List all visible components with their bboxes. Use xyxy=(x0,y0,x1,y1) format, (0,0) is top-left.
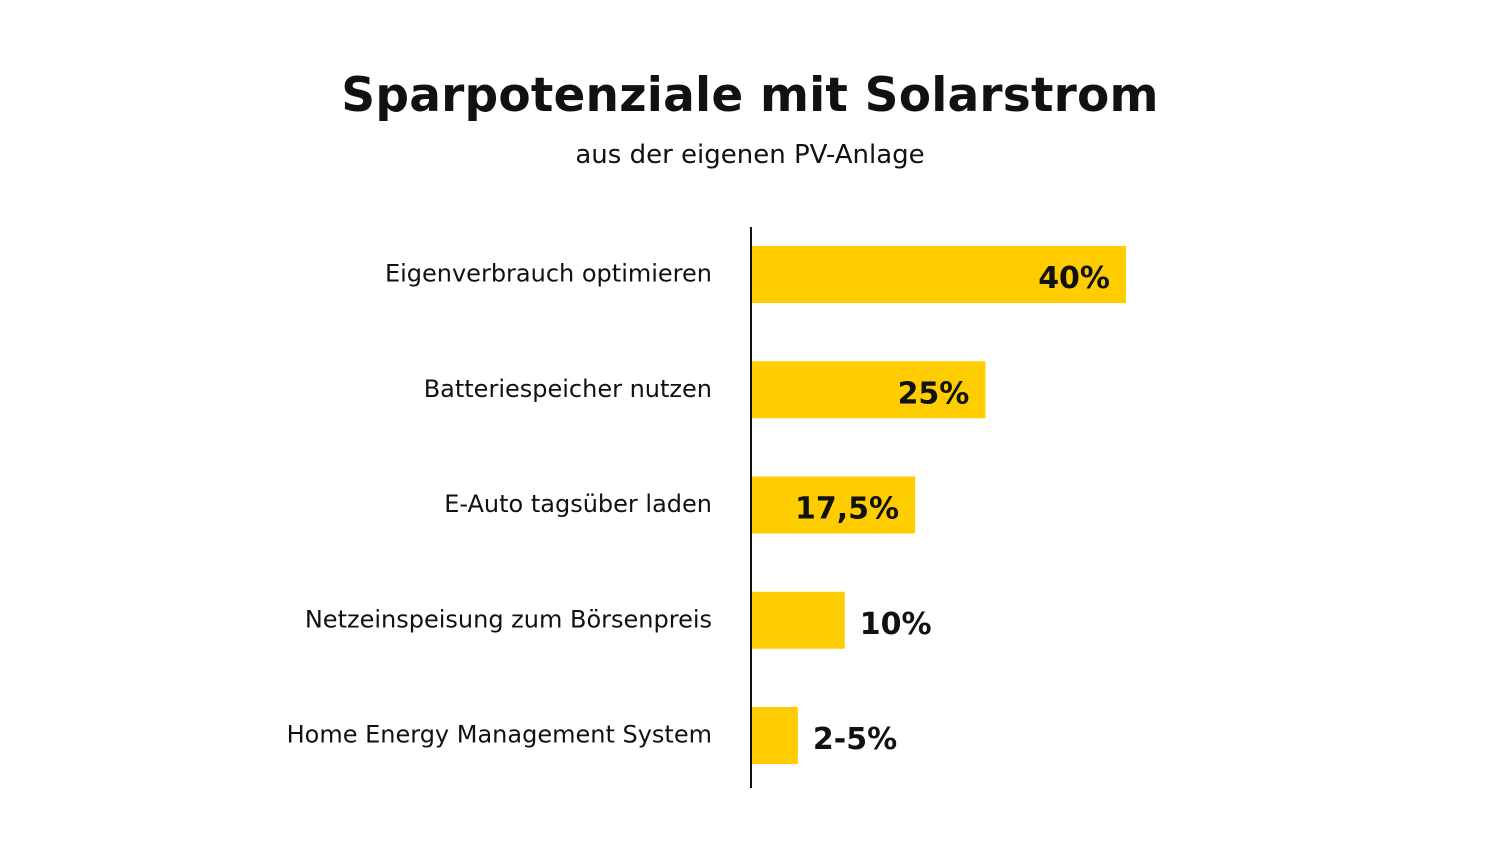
value-label: 2-5% xyxy=(813,722,897,757)
chart-subtitle: aus der eigenen PV-Anlage xyxy=(575,140,925,170)
chart-title: Sparpotenziale mit Solarstrom xyxy=(341,68,1159,123)
category-label: Home Energy Management System xyxy=(287,721,712,749)
value-label: 17,5% xyxy=(795,492,899,527)
bar xyxy=(751,246,1126,303)
category-label: Batteriespeicher nutzen xyxy=(424,375,712,403)
bar xyxy=(751,707,798,764)
bar xyxy=(751,591,845,649)
value-label: 25% xyxy=(898,376,970,411)
category-label: Netzeinspeisung zum Börsenpreis xyxy=(305,605,712,633)
category-label: E-Auto tagsüber laden xyxy=(444,490,712,518)
category-label: Eigenverbrauch optimieren xyxy=(385,260,712,288)
value-label: 40% xyxy=(1038,261,1110,296)
value-label: 10% xyxy=(860,607,932,642)
bar xyxy=(751,361,986,419)
bar xyxy=(751,476,916,534)
